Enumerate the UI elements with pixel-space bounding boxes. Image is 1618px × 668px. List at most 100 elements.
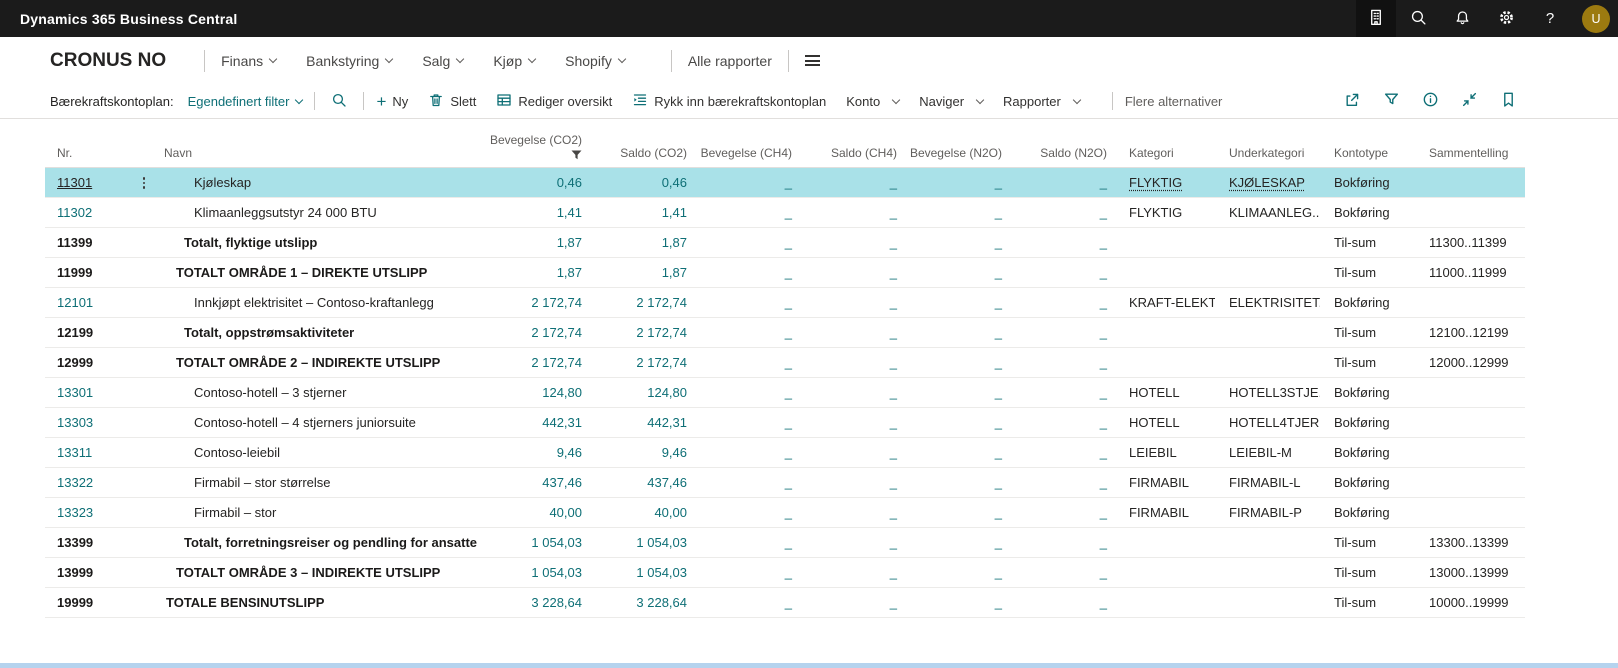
- filter-button[interactable]: [1379, 89, 1403, 113]
- col-header-navn[interactable]: Navn: [158, 119, 505, 168]
- account-number-link[interactable]: 13323: [57, 504, 94, 520]
- nav-item-alle-rapporter[interactable]: Alle rapporter: [687, 52, 772, 69]
- row-context-menu-icon[interactable]: [139, 175, 150, 191]
- account-number-link[interactable]: 11999: [57, 264, 93, 280]
- account-number-link[interactable]: 13303: [57, 414, 94, 430]
- rapporter-menu-button[interactable]: Rapporter: [1003, 94, 1082, 109]
- movement-co2-value: 1,87: [505, 227, 590, 258]
- bookmark-button[interactable]: [1496, 89, 1520, 113]
- avatar[interactable]: U: [1582, 4, 1610, 33]
- table-row[interactable]: 13311 Contoso-leiebil 9,46 9,46 _ _ _ _ LEIEBIL L…: [45, 437, 1525, 468]
- notifications-button[interactable]: [1440, 0, 1484, 37]
- table-row[interactable]: 13301 Contoso-hotell – 3 stjerner 124,80 12…: [45, 377, 1525, 408]
- table-row[interactable]: 12101 Innkjøpt elektrisitet – Contoso-kra…: [45, 287, 1525, 318]
- account-number-link[interactable]: 12199: [57, 324, 94, 340]
- account-number-link[interactable]: 11302: [57, 204, 93, 220]
- account-name: TOTALT OMRÅDE 2 – INDIREKTE UTSLIPP: [176, 354, 441, 370]
- table-row[interactable]: 12999 TOTALT OMRÅDE 2 – INDIREKTE UTSLIPP…: [45, 347, 1525, 378]
- list-search-button[interactable]: [327, 89, 351, 113]
- table-row[interactable]: 13303 Contoso-hotell – 4 stjerners junior…: [45, 407, 1525, 438]
- table-row[interactable]: 12199 Totalt, oppstrømsaktiviteter 2 172,7…: [45, 317, 1525, 348]
- custom-filter-dropdown[interactable]: Egendefinert filter: [188, 94, 304, 109]
- nav-item-bankstyring[interactable]: Bankstyring: [306, 53, 394, 69]
- account-number-link[interactable]: 13311: [57, 444, 93, 460]
- nav-item-shopify[interactable]: Shopify: [565, 53, 627, 69]
- more-options-button[interactable]: Flere alternativer: [1124, 93, 1223, 109]
- table-row[interactable]: 13999 TOTALT OMRÅDE 3 – INDIREKTE UTSLIPP…: [45, 557, 1525, 588]
- col-header-bevegelse-co2[interactable]: Bevegelse (CO2): [490, 119, 590, 168]
- new-button[interactable]: + Ny: [376, 91, 409, 111]
- app-title[interactable]: Dynamics 365 Business Central: [20, 10, 238, 27]
- account-number-link[interactable]: 13322: [57, 474, 94, 490]
- account-number-link[interactable]: 13399: [57, 534, 94, 550]
- share-button[interactable]: [1340, 89, 1364, 113]
- movement-n2o-value: _: [905, 377, 1010, 408]
- help-button[interactable]: ?: [1528, 0, 1572, 37]
- movement-n2o-value: _: [905, 527, 1010, 558]
- movement-co2-value: 0,46: [505, 167, 590, 198]
- col-header-saldo-co2[interactable]: Saldo (CO2): [590, 119, 695, 168]
- balance-ch4-value: _: [800, 437, 905, 468]
- table-row[interactable]: 11301 Kjøleskap 0,46 0,46 _ _ _ _ FLYKTIG KJØLESK…: [45, 167, 1525, 198]
- col-header-saldo-n2o[interactable]: Saldo (N2O): [1010, 119, 1115, 168]
- company-environment-button[interactable]: [1356, 0, 1396, 37]
- table-row[interactable]: 11302 Klimaanleggsutstyr 24 000 BTU 1,41 1,…: [45, 197, 1525, 228]
- nav-item-finans[interactable]: Finans: [221, 53, 278, 69]
- edit-list-button[interactable]: Rediger oversikt: [496, 92, 612, 111]
- table-row[interactable]: 13322 Firmabil – stor størrelse 437,46 437,…: [45, 467, 1525, 498]
- table-row[interactable]: 11999 TOTALT OMRÅDE 1 – DIREKTE UTSLIPP 1,…: [45, 257, 1525, 288]
- totaling-value: [1415, 377, 1525, 408]
- account-number-link[interactable]: 12101: [57, 294, 94, 310]
- col-header-bevegelse-ch4[interactable]: Bevegelse (CH4): [695, 119, 800, 168]
- divider: [787, 49, 789, 72]
- konto-menu-button[interactable]: Konto: [846, 94, 901, 109]
- table-row[interactable]: 13399 Totalt, forretningsreiser og pendli…: [45, 527, 1525, 558]
- balance-ch4-value: _: [800, 497, 905, 528]
- table-row[interactable]: 11399 Totalt, flyktige utslipp 1,87 1,87 _ _ _…: [45, 227, 1525, 258]
- account-name: Firmabil – stor størrelse: [194, 474, 331, 490]
- divider: [204, 49, 206, 72]
- account-number-link[interactable]: 12999: [57, 354, 94, 370]
- indent-accounts-button[interactable]: Rykk inn bærekraftskontoplan: [632, 92, 826, 111]
- info-button[interactable]: [1418, 89, 1442, 113]
- search-button[interactable]: [1396, 0, 1440, 37]
- account-number-link[interactable]: 11399: [57, 234, 93, 250]
- account-number-link[interactable]: 13301: [57, 384, 94, 400]
- balance-n2o-value: _: [1010, 587, 1115, 618]
- balance-n2o-value: _: [1010, 377, 1115, 408]
- app-header: Dynamics 365 Business Central ? U: [0, 0, 1618, 37]
- movement-ch4-value: _: [695, 227, 800, 258]
- naviger-menu-button[interactable]: Naviger: [919, 94, 985, 109]
- subcategory-value[interactable]: KJØLESKAP: [1215, 167, 1320, 198]
- row-menu-cell: [130, 467, 158, 498]
- nav-item-salg[interactable]: Salg: [422, 53, 465, 69]
- col-header-nr[interactable]: Nr.: [45, 119, 130, 168]
- nav-item-kjop[interactable]: Kjøp: [493, 53, 537, 69]
- table-row[interactable]: 13323 Firmabil – stor 40,00 40,00 _ _ _ _ FIRMAB…: [45, 497, 1525, 528]
- col-header-kontotype[interactable]: Kontotype: [1320, 119, 1415, 168]
- nav-more-menu-button[interactable]: [804, 55, 820, 66]
- row-menu-cell: [130, 407, 158, 438]
- account-number-link[interactable]: 11301: [57, 174, 93, 190]
- col-header-kategori[interactable]: Kategori: [1115, 119, 1215, 168]
- account-number-link[interactable]: 19999: [57, 594, 94, 610]
- command-bar: Bærekraftskontoplan: Egendefinert filter…: [0, 84, 1618, 119]
- col-header-sammentelling[interactable]: Sammentelling: [1415, 119, 1525, 168]
- company-name[interactable]: CRONUS NO: [50, 49, 167, 71]
- table-row[interactable]: 19999 TOTALE BENSINUTSLIPP 3 228,64 3 228,6…: [45, 587, 1525, 618]
- movement-ch4-value: _: [695, 347, 800, 378]
- balance-n2o-value: _: [1010, 227, 1115, 258]
- category-value[interactable]: FLYKTIG: [1115, 167, 1215, 198]
- collapse-view-button[interactable]: [1457, 89, 1481, 113]
- settings-button[interactable]: [1484, 0, 1528, 37]
- col-header-saldo-ch4[interactable]: Saldo (CH4): [800, 119, 905, 168]
- row-menu-cell: [130, 167, 158, 198]
- delete-button[interactable]: Slett: [428, 92, 476, 111]
- balance-co2-value: 9,46: [590, 437, 695, 468]
- account-name: Contoso-leiebil: [194, 444, 280, 460]
- col-header-underkategori[interactable]: Underkategori: [1215, 119, 1320, 168]
- movement-n2o-value: _: [905, 257, 1010, 288]
- account-number-link[interactable]: 13999: [57, 564, 94, 580]
- col-header-bevegelse-n2o[interactable]: Bevegelse (N2O): [905, 119, 1010, 168]
- account-name: Innkjøpt elektrisitet – Contoso-kraftanl…: [194, 294, 434, 310]
